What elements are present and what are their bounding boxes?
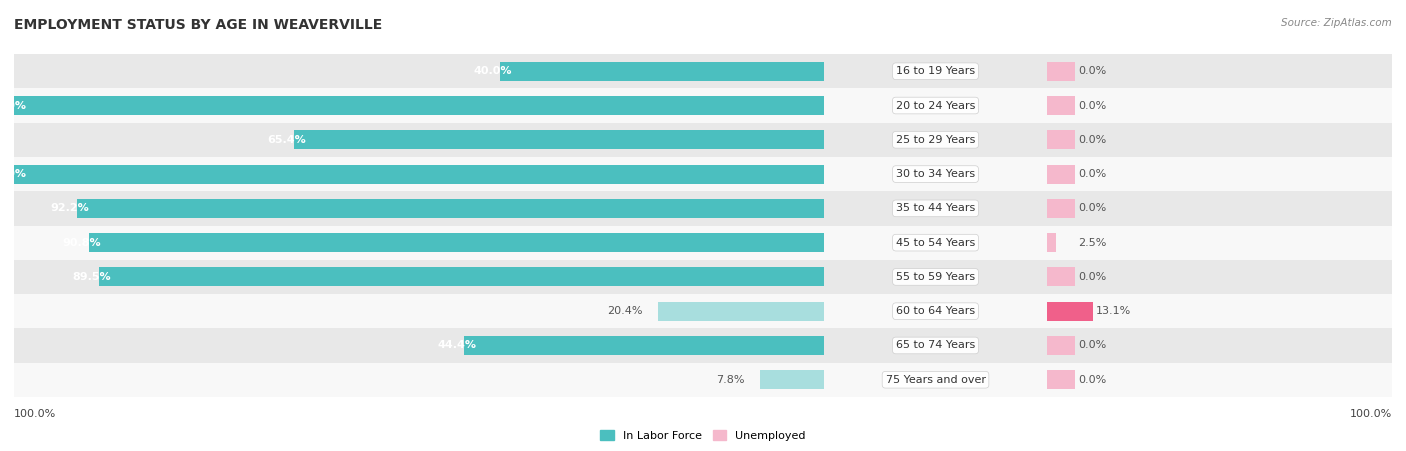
Text: 35 to 44 Years: 35 to 44 Years (896, 203, 976, 213)
Text: 44.4%: 44.4% (437, 341, 477, 350)
Text: 100.0%: 100.0% (1350, 409, 1392, 419)
Bar (824, 191, 1047, 226)
Bar (14, 88, 824, 123)
Bar (824, 226, 1047, 260)
Bar (1047, 165, 1076, 184)
Text: 89.5%: 89.5% (73, 272, 111, 282)
Text: 0.0%: 0.0% (1078, 272, 1107, 282)
Text: 16 to 19 Years: 16 to 19 Years (896, 66, 976, 76)
Bar (761, 370, 824, 389)
Bar (824, 54, 1047, 88)
Text: 92.2%: 92.2% (51, 203, 90, 213)
Bar (14, 54, 824, 88)
Text: 0.0%: 0.0% (1078, 375, 1107, 385)
Bar (1047, 88, 1392, 123)
Bar (14, 226, 824, 260)
Bar (1047, 233, 1056, 252)
Text: 45 to 54 Years: 45 to 54 Years (896, 238, 976, 248)
Bar (1047, 302, 1092, 321)
Bar (1047, 123, 1392, 157)
Bar (14, 157, 824, 191)
Bar (89, 233, 824, 252)
Text: 0.0%: 0.0% (1078, 66, 1107, 76)
Bar (1047, 62, 1076, 81)
Text: 55 to 59 Years: 55 to 59 Years (896, 272, 976, 282)
Text: 40.0%: 40.0% (474, 66, 512, 76)
Text: 7.8%: 7.8% (716, 375, 744, 385)
Bar (98, 267, 824, 286)
Text: 0.0%: 0.0% (1078, 341, 1107, 350)
Bar (658, 302, 824, 321)
Bar (1047, 363, 1392, 397)
Text: 0.0%: 0.0% (1078, 101, 1107, 110)
Bar (824, 260, 1047, 294)
Text: 25 to 29 Years: 25 to 29 Years (896, 135, 976, 145)
Bar (14, 165, 824, 184)
Bar (14, 123, 824, 157)
Text: 100.0%: 100.0% (14, 409, 56, 419)
Text: 0.0%: 0.0% (1078, 169, 1107, 179)
Text: 60 to 64 Years: 60 to 64 Years (896, 306, 976, 316)
Text: 0.0%: 0.0% (1078, 203, 1107, 213)
Bar (1047, 328, 1392, 363)
Text: 100.0%: 100.0% (0, 101, 27, 110)
Bar (824, 363, 1047, 397)
Bar (1047, 336, 1076, 355)
Bar (14, 260, 824, 294)
Text: 65.4%: 65.4% (267, 135, 307, 145)
Bar (1047, 370, 1076, 389)
Bar (77, 199, 824, 218)
Text: EMPLOYMENT STATUS BY AGE IN WEAVERVILLE: EMPLOYMENT STATUS BY AGE IN WEAVERVILLE (14, 18, 382, 32)
Legend: In Labor Force, Unemployed: In Labor Force, Unemployed (596, 426, 810, 446)
Bar (1047, 226, 1392, 260)
Bar (824, 328, 1047, 363)
Bar (1047, 191, 1392, 226)
Text: 20 to 24 Years: 20 to 24 Years (896, 101, 976, 110)
Bar (1047, 54, 1392, 88)
Bar (14, 294, 824, 328)
Bar (14, 96, 824, 115)
Bar (824, 88, 1047, 123)
Bar (14, 363, 824, 397)
Text: 13.1%: 13.1% (1097, 306, 1132, 316)
Text: Source: ZipAtlas.com: Source: ZipAtlas.com (1281, 18, 1392, 28)
Text: 30 to 34 Years: 30 to 34 Years (896, 169, 976, 179)
Bar (1047, 294, 1392, 328)
Text: 2.5%: 2.5% (1078, 238, 1107, 248)
Bar (1047, 199, 1076, 218)
Text: 100.0%: 100.0% (0, 169, 27, 179)
Bar (824, 123, 1047, 157)
Bar (14, 191, 824, 226)
Bar (499, 62, 824, 81)
Bar (14, 328, 824, 363)
Text: 20.4%: 20.4% (607, 306, 643, 316)
Bar (1047, 130, 1076, 149)
Text: 75 Years and over: 75 Years and over (886, 375, 986, 385)
Bar (294, 130, 824, 149)
Bar (1047, 96, 1076, 115)
Text: 0.0%: 0.0% (1078, 135, 1107, 145)
Text: 65 to 74 Years: 65 to 74 Years (896, 341, 976, 350)
Text: 90.8%: 90.8% (62, 238, 101, 248)
Bar (1047, 267, 1076, 286)
Bar (1047, 157, 1392, 191)
Bar (1047, 260, 1392, 294)
Bar (824, 157, 1047, 191)
Bar (464, 336, 824, 355)
Bar (824, 294, 1047, 328)
